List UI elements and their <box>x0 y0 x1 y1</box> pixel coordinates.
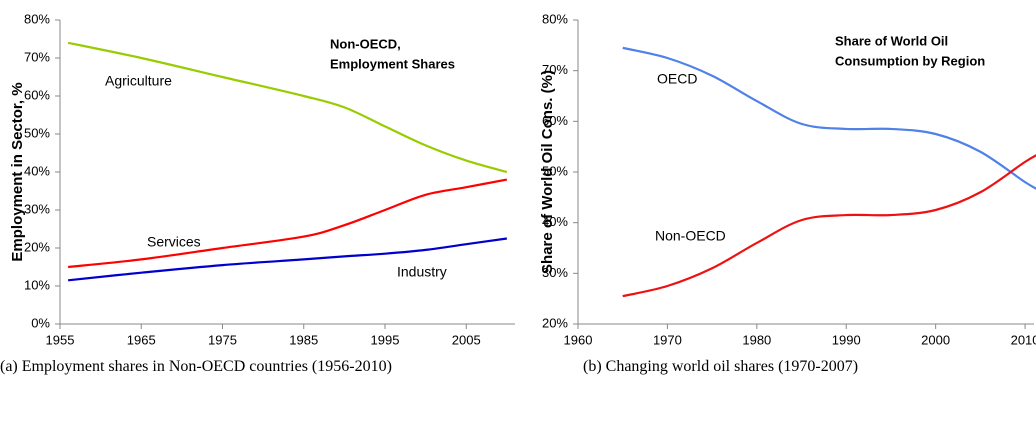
y-axis-label: Employment in Sector, % <box>9 82 26 261</box>
chart-title: Share of World Oil <box>835 33 948 48</box>
y-tick-label: 80% <box>24 11 50 26</box>
series-label: Non-OECD <box>655 228 726 244</box>
y-tick-label: 50% <box>24 125 50 140</box>
y-tick-label: 40% <box>542 214 568 229</box>
y-tick-label: 20% <box>542 315 568 330</box>
y-tick-label: 20% <box>24 239 50 254</box>
caption: (a) Employment shares in Non-OECD countr… <box>0 358 392 375</box>
y-tick-label: 70% <box>542 62 568 77</box>
x-tick-label: 1960 <box>564 332 593 347</box>
y-tick-label: 70% <box>24 49 50 64</box>
x-tick-label: 2000 <box>921 332 950 347</box>
x-tick-label: 1970 <box>653 332 682 347</box>
y-tick-label: 30% <box>542 265 568 280</box>
y-tick-label: 40% <box>24 163 50 178</box>
line <box>67 41 508 174</box>
x-tick-label: 1965 <box>127 332 156 347</box>
caption: (b) Changing world oil shares (1970-2007… <box>583 358 859 375</box>
chart-title: Employment Shares <box>330 56 455 71</box>
x-tick-label: 1985 <box>289 332 318 347</box>
chart-title: Non-OECD, <box>330 36 401 51</box>
x-tick-label: 1980 <box>742 332 771 347</box>
series-label: Services <box>147 234 201 250</box>
line <box>68 237 508 282</box>
x-tick-label: 1995 <box>371 332 400 347</box>
series-label: Industry <box>397 264 447 280</box>
y-tick-label: 80% <box>542 11 568 26</box>
y-tick-label: 50% <box>542 163 568 178</box>
line <box>622 154 1036 298</box>
figure: 0% 10% 20% 30% 40% 50% 60% 70% 80% 1955 1965 1975 19… <box>9 11 1036 347</box>
y-axis-label: Share of World Oil Cons. (%) <box>539 70 556 274</box>
series-label: OECD <box>657 71 697 87</box>
x-tick-label: 1990 <box>832 332 861 347</box>
y-tick-label: 10% <box>24 277 50 292</box>
line <box>68 178 508 269</box>
line <box>622 46 1036 190</box>
y-tick-label: 60% <box>24 87 50 102</box>
x-tick-label: 1975 <box>208 332 237 347</box>
x-tick-label: 1955 <box>46 332 75 347</box>
y-tick-label: 30% <box>24 201 50 216</box>
y-tick-label: 0% <box>31 315 50 330</box>
series-label: Agriculture <box>105 73 172 89</box>
y-tick-label: 60% <box>542 113 568 128</box>
x-tick-label: 2010 <box>1011 332 1036 347</box>
chart-title: Consumption by Region <box>835 53 985 68</box>
x-tick-label: 2005 <box>452 332 481 347</box>
